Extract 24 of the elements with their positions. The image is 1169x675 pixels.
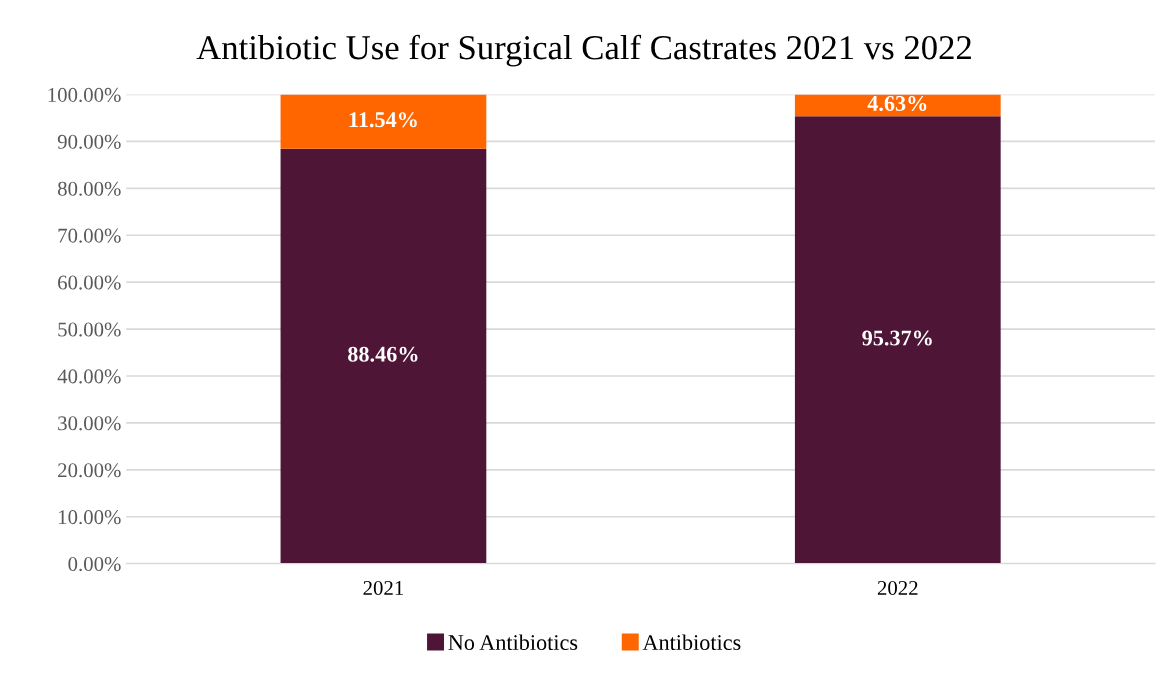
x-tick-label: 2021 [363, 580, 404, 595]
y-tick-label: 40.00% [57, 369, 121, 384]
y-tick-label: 70.00% [58, 228, 121, 243]
bar [794, 116, 1001, 564]
y-tick-label: 60.00% [58, 275, 121, 290]
y-tick-label: 50.00% [58, 322, 121, 337]
y-tick-label: 10.00% [59, 510, 121, 525]
y-tick-label: 90.00% [57, 134, 121, 149]
data-label: 11.54% [349, 112, 417, 128]
chart-title: Antibiotic Use for Surgical Calf Castrates 2021 vs 2022 [196, 34, 971, 67]
bar [280, 148, 487, 564]
bar [794, 94, 1001, 117]
data-label: 95.37% [862, 330, 932, 346]
data-label: 4.63% [867, 95, 927, 112]
legend-label: Antibiotics [642, 634, 741, 651]
legend-label: No Antibiotics [448, 634, 578, 651]
x-tick-label: 2022 [877, 580, 918, 595]
y-tick-label: 80.00% [57, 181, 121, 196]
y-tick-label: 100.00% [48, 87, 121, 103]
y-tick-label: 0.00% [68, 557, 121, 572]
y-tick-label: 30.00% [58, 416, 121, 431]
data-label: 88.46% [348, 346, 418, 362]
bar [280, 94, 487, 149]
y-tick-label: 20.00% [58, 463, 121, 478]
